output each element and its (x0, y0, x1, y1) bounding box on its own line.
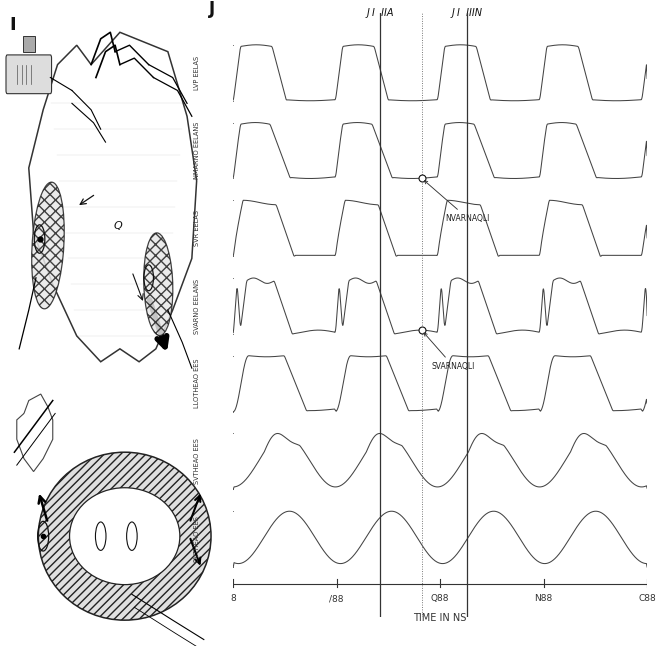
Ellipse shape (70, 488, 180, 585)
Text: NVARNAQLI: NVARNAQLI (424, 181, 490, 223)
Text: SVTHEAO EES: SVTHEAO EES (194, 439, 200, 484)
Text: J: J (209, 1, 215, 18)
Ellipse shape (32, 182, 64, 309)
Text: I: I (10, 16, 16, 34)
Text: C88: C88 (638, 594, 656, 603)
Bar (23, 36, 35, 52)
Text: /88: /88 (329, 594, 344, 603)
Text: TIME IN NS: TIME IN NS (413, 613, 467, 623)
Text: LLOTHEAO EES: LLOTHEAO EES (194, 359, 200, 408)
Text: NMARNO EELANS: NMARNO EELANS (194, 122, 200, 179)
Ellipse shape (38, 452, 211, 620)
Text: SVARNAQLI: SVARNAQLI (424, 333, 475, 371)
Text: SVR EELAS: SVR EELAS (194, 210, 200, 246)
Text: Q: Q (113, 221, 122, 231)
Text: J I  IIA: J I IIA (367, 8, 394, 18)
Ellipse shape (144, 233, 173, 335)
Text: SVTHEAO EES: SVTHEAO EES (194, 516, 200, 562)
FancyBboxPatch shape (6, 55, 51, 94)
Text: J I  IIIN: J I IIIN (451, 8, 483, 18)
Text: Q88: Q88 (431, 594, 449, 603)
Text: SVARNO EELANS: SVARNO EELANS (194, 278, 200, 333)
Text: LVP EELAS: LVP EELAS (194, 56, 200, 90)
Text: N88: N88 (535, 594, 553, 603)
Text: 8: 8 (231, 594, 236, 603)
